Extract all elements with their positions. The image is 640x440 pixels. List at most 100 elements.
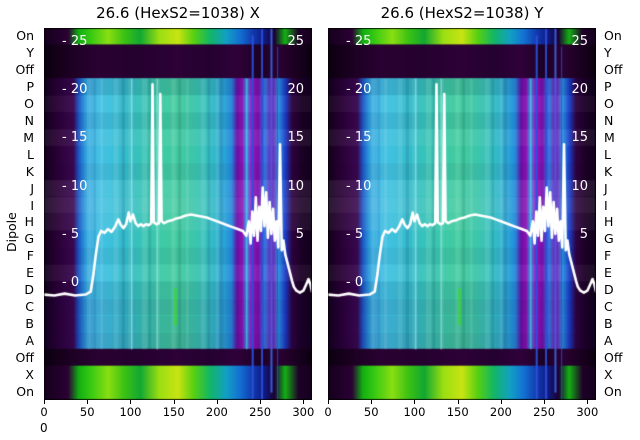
inner-left-tick-1-2: - 15 bbox=[346, 130, 372, 146]
row-label-left-20: X bbox=[25, 366, 34, 382]
row-label-left-15: D bbox=[24, 282, 34, 298]
row-label-left-18: A bbox=[25, 332, 34, 348]
x-tick-mark bbox=[457, 400, 459, 404]
x-tick-label-0-6: 300 bbox=[292, 405, 315, 419]
row-label-left-10: I bbox=[30, 197, 34, 213]
row-label-left-12: G bbox=[24, 231, 34, 247]
row-label-left-6: M bbox=[23, 129, 34, 145]
x-tick-label-0-1: 50 bbox=[79, 405, 95, 419]
inner-left-tick-1-5: - 0 bbox=[346, 275, 364, 290]
x-tick-mark bbox=[414, 400, 416, 404]
row-label-right-16: C bbox=[604, 299, 613, 314]
x-tick-mark bbox=[260, 400, 262, 404]
row-label-right-18: A bbox=[604, 332, 613, 348]
inner-right-tick-0-3: 10 bbox=[287, 178, 304, 194]
x-tick-mark bbox=[130, 400, 132, 404]
row-label-right-15: D bbox=[604, 282, 614, 298]
row-label-right-8: K bbox=[604, 163, 613, 179]
row-label-left-3: P bbox=[26, 79, 34, 95]
row-label-left-9: J bbox=[30, 180, 34, 196]
x-tick-label-1-5: 250 bbox=[533, 405, 556, 419]
inner-left-tick-1-3: - 10 bbox=[346, 178, 372, 194]
panel-title-x: 26.6 (HexS2=1038) X bbox=[96, 4, 260, 22]
row-label-right-9: J bbox=[604, 180, 608, 196]
x-tick-mark bbox=[328, 400, 329, 404]
heatmap-canvas-x bbox=[44, 28, 312, 400]
x-tick-label-0-2: 100 bbox=[119, 405, 142, 419]
x-tick-mark bbox=[500, 400, 502, 404]
row-label-left-14: E bbox=[26, 265, 34, 281]
x-tick-label-0-3: 150 bbox=[162, 405, 185, 419]
inner-left-tick-1-1: - 20 bbox=[346, 82, 372, 98]
x-tick-label-1-4: 200 bbox=[489, 405, 512, 419]
row-label-left-17: B bbox=[25, 315, 34, 331]
heatmap-panel-x: - 25 - 20 - 15 - 10 - 5 - 0 25 20 15 10 5 bbox=[44, 28, 312, 400]
x-tick-mark bbox=[87, 400, 89, 404]
row-label-left-8: K bbox=[25, 163, 34, 179]
row-label-right-19: Off bbox=[604, 349, 623, 365]
heatmap-panel-y: - 25 - 20 - 15 - 10 - 5 - 0 25 20 15 10 5 bbox=[328, 28, 596, 400]
x-tick-mark bbox=[173, 400, 175, 404]
x-tick-mark bbox=[371, 400, 373, 404]
row-label-right-3: P bbox=[604, 79, 612, 95]
row-label-right-12: G bbox=[604, 231, 614, 247]
x-tick-label-1-1: 50 bbox=[363, 405, 379, 419]
row-label-right-20: X bbox=[604, 366, 613, 382]
x-tick-label-1-3: 150 bbox=[446, 405, 469, 419]
inner-right-tick-0-2: 15 bbox=[287, 130, 304, 146]
inner-right-tick-1-2: 15 bbox=[571, 130, 588, 146]
row-label-right-14: E bbox=[604, 265, 612, 281]
row-label-right-13: F bbox=[604, 248, 612, 264]
inner-right-tick-0-1: 20 bbox=[287, 82, 304, 98]
row-label-left-11: H bbox=[24, 214, 34, 230]
inner-right-tick-0-4: 5 bbox=[295, 226, 304, 242]
row-label-left-0: On bbox=[16, 28, 34, 44]
row-label-left-19: Off bbox=[15, 349, 34, 365]
x-tick-label-1-0: 0 bbox=[324, 405, 332, 419]
x-tick-label-0-4: 200 bbox=[205, 405, 228, 419]
row-label-left-1: Y bbox=[26, 45, 34, 61]
inner-left-tick-0-2: - 15 bbox=[62, 130, 88, 146]
x-tick-mark bbox=[216, 400, 218, 404]
x-tick-label-1-6: 300 bbox=[576, 405, 599, 419]
x-tick-mark bbox=[44, 400, 45, 404]
x-tick-label-0-0: 0 bbox=[40, 405, 48, 419]
x-tick-mark bbox=[587, 400, 589, 404]
row-label-right-2: Off bbox=[604, 62, 623, 78]
row-label-left-16: C bbox=[25, 299, 34, 314]
inner-left-tick-0-5: - 0 bbox=[62, 275, 80, 290]
x-tick-label-1-2: 100 bbox=[403, 405, 426, 419]
row-label-right-6: M bbox=[604, 129, 615, 145]
heatmap-canvas-y bbox=[328, 28, 596, 400]
inner-left-tick-0-1: - 20 bbox=[62, 82, 88, 98]
row-label-left-4: O bbox=[24, 96, 34, 112]
row-label-right-11: H bbox=[604, 214, 614, 230]
inner-left-tick-1-0: - 25 bbox=[346, 34, 372, 49]
row-label-left-2: Off bbox=[15, 62, 34, 78]
x-tick-mark bbox=[544, 400, 546, 404]
inner-right-tick-1-4: 5 bbox=[579, 226, 588, 242]
row-label-right-17: B bbox=[604, 315, 613, 331]
inner-right-tick-1-1: 20 bbox=[571, 82, 588, 98]
inner-left-tick-0-0: - 25 bbox=[62, 34, 88, 49]
inner-left-tick-0-3: - 10 bbox=[62, 178, 88, 194]
row-label-right-4: O bbox=[604, 96, 614, 112]
row-label-left-21: On bbox=[16, 383, 34, 399]
inner-right-tick-1-3: 10 bbox=[571, 178, 588, 194]
row-label-left-5: N bbox=[24, 113, 34, 128]
inner-left-tick-1-4: - 5 bbox=[346, 226, 364, 242]
row-label-right-7: L bbox=[604, 146, 611, 162]
stray-zero-tick: 0 bbox=[40, 421, 48, 435]
inner-right-tick-0-0: 25 bbox=[287, 34, 304, 49]
row-label-right-1: Y bbox=[604, 45, 612, 61]
row-label-left-7: L bbox=[27, 146, 34, 162]
row-label-left-13: F bbox=[26, 248, 34, 264]
row-label-right-5: N bbox=[604, 113, 614, 128]
x-tick-mark bbox=[303, 400, 305, 404]
row-label-right-21: On bbox=[604, 383, 622, 399]
panel-title-y: 26.6 (HexS2=1038) Y bbox=[380, 4, 544, 22]
inner-left-tick-0-4: - 5 bbox=[62, 226, 80, 242]
inner-right-tick-1-0: 25 bbox=[571, 34, 588, 49]
row-label-right-0: On bbox=[604, 28, 622, 44]
